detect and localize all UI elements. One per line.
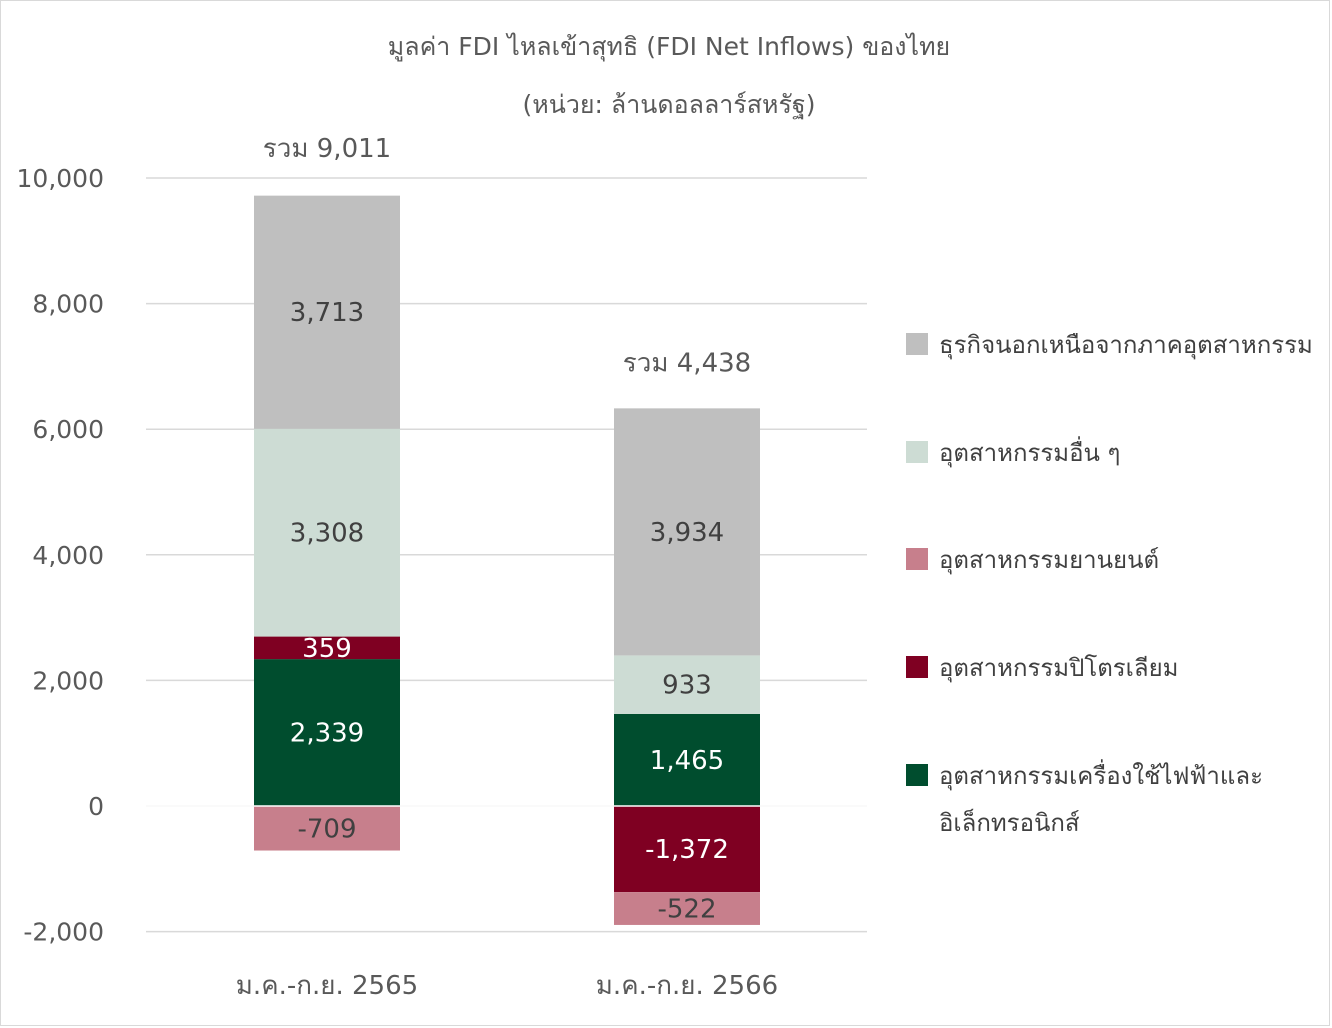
bar-segment bbox=[614, 806, 760, 893]
y-tick-label: 6,000 bbox=[32, 415, 104, 444]
total-label: รวม 4,438 bbox=[623, 349, 751, 379]
y-tick-label: 0 bbox=[88, 792, 104, 821]
total-label: รวม 9,011 bbox=[263, 134, 391, 164]
bar-segment bbox=[614, 892, 760, 925]
bar-segment bbox=[614, 713, 760, 806]
legend-label: อุตสาหกรรมเครื่องใช้ไฟฟ้าและ bbox=[939, 759, 1263, 791]
data-label: 3,713 bbox=[290, 298, 364, 328]
legend-swatch bbox=[906, 764, 928, 786]
chart-title: มูลค่า FDI ไหลเข้าสุทธิ (FDI Net Inflows… bbox=[388, 32, 950, 62]
data-label: -709 bbox=[297, 814, 356, 844]
bar-segment bbox=[254, 195, 400, 429]
bar-segment bbox=[254, 428, 400, 637]
legend-label: อุตสาหกรรมปิโตรเลียม bbox=[939, 654, 1178, 683]
legend: ธุรกิจนอกเหนือจากภาคอุตสาหกรรมอุตสาหกรรม… bbox=[906, 331, 1313, 837]
y-tick-label: -2,000 bbox=[23, 918, 104, 947]
data-label: -1,372 bbox=[645, 835, 729, 865]
legend-label: ธุรกิจนอกเหนือจากภาคอุตสาหกรรม bbox=[939, 331, 1313, 360]
legend-swatch bbox=[906, 548, 928, 570]
x-axis: ม.ค.-ก.ย. 2565 ม.ค.-ก.ย. 2566 bbox=[236, 971, 778, 1001]
y-tick-label: 2,000 bbox=[32, 666, 104, 695]
x-category-label: ม.ค.-ก.ย. 2566 bbox=[596, 971, 778, 1001]
legend-label: อิเล็กทรอนิกส์ bbox=[939, 808, 1080, 837]
chart-subtitle: (หน่วย: ล้านดอลลาร์สหรัฐ) bbox=[523, 90, 816, 119]
y-tick-label: 8,000 bbox=[32, 290, 104, 319]
segment-labels: 2,339 359 -709 3,308 3,713 1,465 -1,372 -522 933… bbox=[290, 298, 729, 924]
bar-segment bbox=[614, 408, 760, 656]
legend-swatch bbox=[906, 441, 928, 463]
bar-segment bbox=[254, 659, 400, 806]
bar-segment bbox=[254, 636, 400, 660]
bar-segment bbox=[254, 806, 400, 851]
y-tick-label: 10,000 bbox=[17, 164, 104, 193]
x-category-label: ม.ค.-ก.ย. 2565 bbox=[236, 971, 418, 1001]
data-label: 2,339 bbox=[290, 719, 364, 749]
total-labels: รวม 9,011 รวม 4,438 bbox=[263, 134, 751, 379]
data-label: 933 bbox=[662, 671, 712, 701]
legend-swatch bbox=[906, 656, 928, 678]
legend-swatch bbox=[906, 333, 928, 355]
legend-label: อุตสาหกรรมยานยนต์ bbox=[939, 546, 1159, 575]
data-label: 3,934 bbox=[650, 518, 724, 548]
y-axis: -2,000 0 2,000 4,000 6,000 8,000 10,000 bbox=[17, 164, 104, 947]
legend-label: อุตสาหกรรมอื่น ๆ bbox=[939, 436, 1120, 468]
data-label: 1,465 bbox=[650, 746, 724, 776]
data-label: 359 bbox=[302, 634, 352, 664]
bars-group bbox=[146, 195, 867, 925]
bar-segment bbox=[614, 655, 760, 714]
data-label: 3,308 bbox=[290, 519, 364, 549]
data-label: -522 bbox=[657, 895, 716, 925]
y-tick-label: 4,000 bbox=[32, 541, 104, 570]
